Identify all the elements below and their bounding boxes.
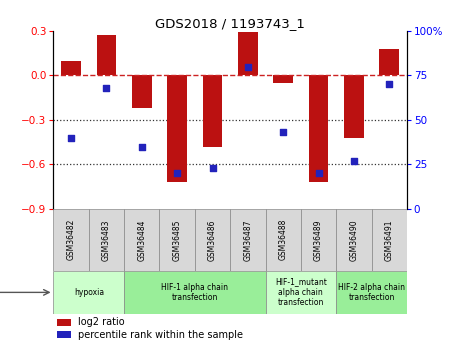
Bar (273, 76, 293, 83)
Point (173, 170, 181, 176)
Text: HIF-1 alpha chain
transfection: HIF-1 alpha chain transfection (161, 283, 228, 302)
Point (209, 165, 216, 171)
Bar (309, 76, 328, 182)
Bar (124, 209, 159, 271)
Text: GSM36483: GSM36483 (102, 219, 111, 260)
Text: GSM36491: GSM36491 (385, 219, 394, 260)
Text: HIF-1_mutant
alpha chain
transfection: HIF-1_mutant alpha chain transfection (275, 277, 327, 307)
Bar (89, 209, 124, 271)
Text: percentile rank within the sample: percentile rank within the sample (78, 330, 243, 340)
Text: GSM36484: GSM36484 (137, 219, 146, 260)
Text: log2 ratio: log2 ratio (78, 317, 125, 327)
Bar (266, 271, 336, 314)
Text: hypoxia: hypoxia (74, 288, 104, 297)
Bar (372, 209, 407, 271)
Text: HIF-2 alpha chain
transfection: HIF-2 alpha chain transfection (338, 283, 405, 302)
Text: GSM36486: GSM36486 (208, 219, 217, 260)
Bar (195, 209, 230, 271)
Point (315, 170, 322, 176)
Bar (266, 209, 301, 271)
Point (244, 64, 252, 69)
Bar (61, 61, 81, 76)
Text: GSM36482: GSM36482 (66, 219, 76, 260)
Title: GDS2018 / 1193743_1: GDS2018 / 1193743_1 (155, 17, 305, 30)
Bar (379, 49, 399, 76)
Text: GSM36490: GSM36490 (349, 219, 359, 260)
Point (279, 130, 287, 135)
Bar (238, 32, 258, 76)
Bar (301, 209, 336, 271)
Point (385, 82, 393, 87)
Bar (230, 209, 266, 271)
Bar (53, 271, 124, 314)
Text: GSM36487: GSM36487 (243, 219, 252, 260)
Bar (336, 271, 407, 314)
Point (67, 135, 75, 140)
Bar (97, 36, 116, 76)
Bar (203, 76, 222, 147)
Bar (344, 76, 364, 138)
Bar (132, 76, 152, 108)
Bar (57, 331, 71, 338)
Point (138, 144, 146, 149)
Point (103, 85, 110, 91)
Bar (167, 76, 187, 182)
Text: GSM36485: GSM36485 (173, 219, 182, 260)
Bar (53, 209, 89, 271)
Text: GSM36488: GSM36488 (279, 219, 288, 260)
Bar (57, 319, 71, 326)
Text: GSM36489: GSM36489 (314, 219, 323, 260)
Bar (336, 209, 372, 271)
Bar (159, 209, 195, 271)
Point (350, 158, 358, 164)
Bar (124, 271, 266, 314)
